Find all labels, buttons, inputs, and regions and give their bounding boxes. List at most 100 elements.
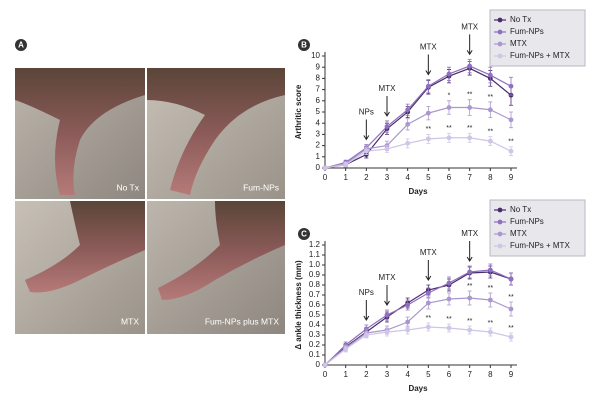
- legend-box: [489, 199, 586, 257]
- y-tick-label: 0.4: [309, 320, 321, 329]
- y-tick-label: 2: [316, 141, 321, 150]
- data-point: [405, 121, 411, 127]
- significance-mark: **: [508, 294, 514, 301]
- y-tick-label: 0: [316, 163, 321, 172]
- x-tick-label: 3: [385, 370, 390, 379]
- annotation-arrow: [425, 260, 432, 281]
- data-point: [384, 124, 390, 129]
- x-tick-label: 7: [467, 173, 472, 182]
- data-point: [446, 105, 452, 110]
- x-tick-label: 7: [467, 370, 472, 379]
- x-tick-label: 9: [509, 173, 514, 182]
- photo-caption: Fum-NPs: [243, 182, 279, 192]
- significance-mark: **: [426, 126, 432, 133]
- annotation-arrow: [363, 119, 370, 141]
- data-point: [508, 148, 514, 154]
- y-tick-label: 10: [311, 51, 320, 60]
- data-point: [467, 327, 473, 333]
- y-tick-label: 0: [316, 360, 321, 369]
- y-tick-label: 0.6: [309, 300, 321, 309]
- legend-marker: [497, 29, 503, 35]
- data-point: [446, 296, 452, 302]
- data-point: [425, 136, 431, 142]
- photo: Fum-NPs plus MTX: [147, 201, 285, 334]
- data-point: [425, 324, 431, 330]
- legend-marker: [497, 243, 503, 249]
- significance-mark: *: [448, 93, 451, 100]
- legend-marker: [497, 17, 503, 23]
- data-point: [446, 71, 452, 77]
- photo: MTX: [15, 201, 145, 334]
- y-tick-label: 7: [316, 85, 321, 94]
- series-line: [324, 271, 512, 366]
- panel-label: C: [301, 230, 307, 239]
- data-point: [508, 276, 514, 282]
- x-tick-label: 2: [364, 173, 369, 182]
- data-point: [425, 300, 431, 306]
- data-point: [405, 140, 411, 146]
- y-tick-label: 1.2: [309, 240, 321, 249]
- panel-label: B: [301, 41, 307, 50]
- series-line: [324, 67, 512, 169]
- y-tick-label: 0.9: [309, 270, 321, 279]
- annotation-text: NPs: [359, 288, 374, 297]
- data-point: [467, 295, 473, 301]
- legend-marker: [497, 41, 503, 47]
- data-point: [322, 165, 328, 171]
- annotation-text: MTX: [420, 248, 438, 257]
- series-line: [324, 106, 512, 169]
- legend-marker: [497, 219, 503, 225]
- annotation-text: MTX: [420, 43, 438, 52]
- x-tick-label: 8: [488, 173, 493, 182]
- y-tick-label: 0.8: [309, 280, 321, 289]
- significance-mark: **: [508, 139, 514, 146]
- data-point: [405, 107, 411, 113]
- annotation-arrow: [466, 241, 473, 262]
- y-tick-label: 0.7: [309, 290, 321, 299]
- x-tick-label: 4: [405, 173, 410, 182]
- data-point: [487, 107, 493, 113]
- data-point: [343, 162, 349, 168]
- legend-label: MTX: [510, 39, 528, 48]
- series-line: [324, 326, 512, 366]
- data-point: [322, 362, 328, 368]
- chart: C00.10.20.30.40.50.60.70.80.91.01.11.20 1…: [294, 199, 586, 393]
- y-tick-label: 8: [316, 74, 321, 83]
- y-tick-label: 6: [316, 96, 321, 105]
- x-tick-label: 0: [323, 173, 328, 182]
- annotation-arrow: [384, 285, 390, 306]
- significance-mark: **: [488, 320, 494, 327]
- data-point: [405, 319, 411, 325]
- y-tick-label: 3: [316, 130, 321, 139]
- data-point: [363, 332, 369, 338]
- data-point: [384, 146, 390, 152]
- x-tick-label: 1: [343, 173, 348, 182]
- chart: B 0 1 2 3 4 5 6 7 8 9 10 0 1 2 3 4 5 6 7 8 9 Days Arthritic sco…: [294, 9, 586, 196]
- significance-mark: **: [446, 125, 452, 132]
- photo: Fum-NPs: [147, 68, 285, 199]
- data-point: [343, 346, 349, 352]
- legend-label: No Tx: [510, 15, 531, 24]
- data-point: [487, 138, 493, 144]
- significance-mark: **: [508, 325, 514, 332]
- data-point: [446, 325, 452, 331]
- data-point: [425, 110, 431, 116]
- annotation-arrow: [425, 54, 432, 76]
- significance-mark: **: [488, 94, 494, 101]
- photo-caption: No Tx: [116, 182, 139, 192]
- significance-mark: **: [488, 128, 494, 135]
- annotation-text: MTX: [379, 273, 397, 282]
- data-point: [425, 83, 431, 89]
- panel-badge: [15, 39, 27, 51]
- x-axis-label: Days: [408, 187, 428, 196]
- x-tick-label: 5: [426, 173, 431, 182]
- series-line: [324, 297, 512, 366]
- y-tick-label: 0.5: [309, 310, 321, 319]
- y-tick-label: 0.3: [309, 330, 321, 339]
- y-tick-label: 5: [316, 107, 321, 116]
- photo-caption: MTX: [121, 316, 139, 326]
- panel-label: A: [18, 41, 24, 50]
- y-axis-label: Δ ankle thickness (mm): [294, 260, 303, 350]
- data-point: [508, 306, 514, 312]
- data-point: [425, 290, 431, 296]
